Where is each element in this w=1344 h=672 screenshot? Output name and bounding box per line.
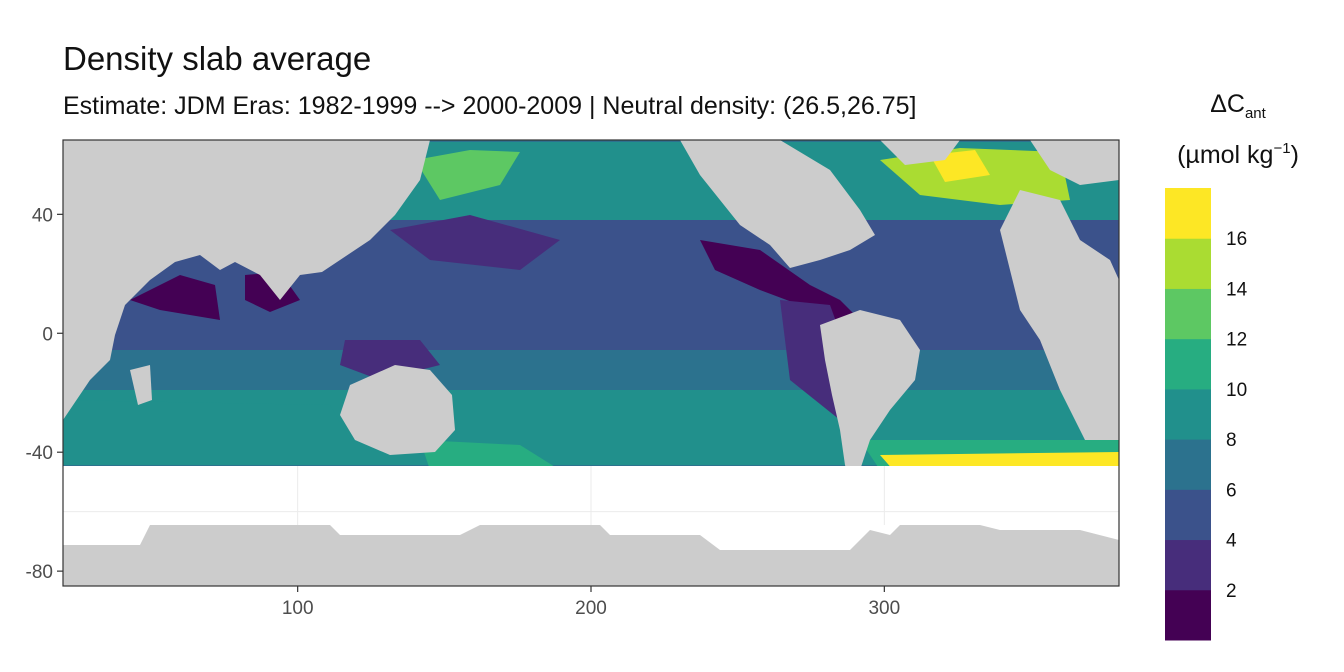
north-pacific-low-zone [390, 215, 560, 270]
y-tick-label: -80 [26, 562, 53, 583]
legend-swatch [1165, 288, 1211, 340]
europe-land [1030, 140, 1119, 185]
madagascar-land [130, 365, 152, 405]
legend-labels: 2 4 6 8 10 12 14 16 [1226, 229, 1248, 602]
australia-land [340, 365, 455, 455]
kuroshio-high-zone [415, 150, 520, 200]
legend-swatch [1165, 489, 1211, 541]
africa-east-land [1000, 190, 1119, 440]
south-america-land [820, 310, 920, 495]
y-tick-label: 40 [32, 205, 53, 226]
legend-colorbar [1165, 188, 1211, 641]
legend-swatch [1165, 589, 1211, 641]
chart-title: Density slab average [63, 40, 372, 77]
north-america-land [680, 140, 875, 268]
x-axis: 100 200 300 [282, 586, 900, 619]
legend-tick-label: 4 [1226, 531, 1237, 552]
legend-tick-label: 12 [1226, 330, 1247, 351]
southern-indian-zone [63, 400, 350, 440]
tasman-high-zone [420, 440, 560, 470]
color-legend: ΔCant (µmol kg−1) 2 4 6 8 10 12 14 16 [1165, 90, 1299, 641]
legend-swatch [1165, 338, 1211, 390]
eurasia-africa-land [63, 140, 430, 420]
legend-tick-label: 14 [1226, 279, 1248, 300]
legend-title-units: (µmol kg−1) [1177, 140, 1299, 169]
arabian-sea-low-zone [130, 275, 220, 320]
y-axis: 40 0 -40 -80 [26, 205, 63, 583]
ocean-band-south-mid [63, 350, 1119, 390]
x-tick-label: 200 [575, 598, 607, 619]
chart-subtitle: Estimate: JDM Eras: 1982-1999 --> 2000-2… [63, 92, 917, 120]
x-tick-label: 100 [282, 598, 314, 619]
greenland-land [880, 140, 960, 165]
legend-swatch [1165, 238, 1211, 289]
legend-tick-label: 2 [1226, 581, 1237, 602]
x-tick-label: 300 [868, 598, 900, 619]
y-tick-label: 0 [42, 324, 53, 345]
legend-swatch [1165, 388, 1211, 440]
legend-title-symbol: ΔCant [1210, 90, 1266, 122]
legend-tick-label: 8 [1226, 430, 1237, 451]
map-layer [63, 140, 1119, 586]
legend-tick-label: 6 [1226, 480, 1237, 501]
legend-swatch [1165, 439, 1211, 490]
legend-swatch [1165, 539, 1211, 591]
legend-tick-label: 10 [1226, 380, 1247, 401]
legend-tick-label: 16 [1226, 229, 1247, 250]
y-tick-label: -40 [26, 443, 53, 464]
antarctica-land [63, 525, 1119, 586]
legend-swatch [1165, 188, 1211, 239]
